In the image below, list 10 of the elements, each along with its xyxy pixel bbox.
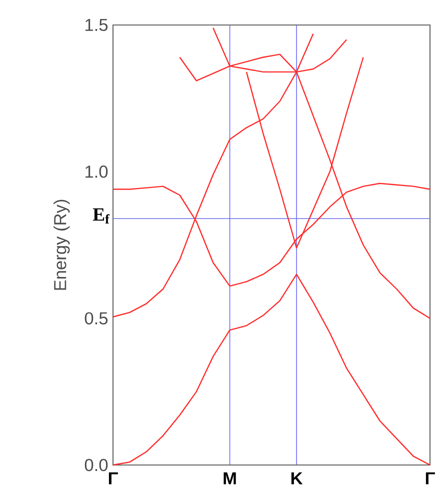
y-tick-label: 0.0 [85,458,108,472]
x-tick-label: Γ [426,472,436,484]
y-axis-title: Energy (Ry) [54,200,70,290]
y-tick-label: 1.0 [86,166,108,178]
y-tick-label: 1.5 [86,18,108,32]
x-tick-label: K [292,472,303,484]
ref-line-label: E$_{f}$ [93,208,110,224]
x-tick-label: Γ [109,472,118,484]
x-tick-label: M [224,472,236,484]
y-tick-label: 0.5 [85,312,108,324]
